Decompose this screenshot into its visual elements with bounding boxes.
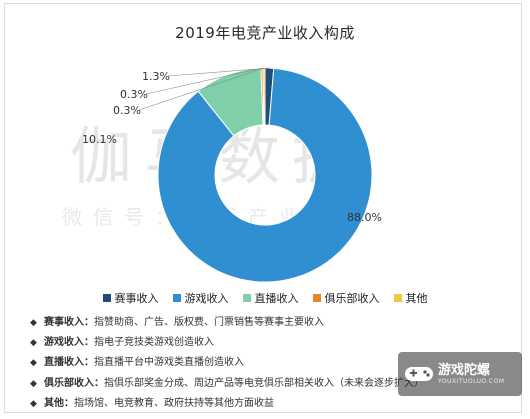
bullet-icon: ◆ [30,318,37,328]
legend-swatch [393,294,402,302]
note-item-2: ◆ 游戏收入：指电子竞技类游戏创造收入 [30,333,490,353]
note-key: 游戏收入： [44,337,94,349]
note-key: 俱乐部收入： [44,377,104,389]
corner-logo: 游戏陀螺 YOUXITUOLUO.COM [398,352,522,396]
data-label-4: 0.3% [120,88,148,101]
note-key: 直播收入： [44,357,94,369]
note-item-3: ◆ 直播收入：指直播平台中游戏类直播创造收入 [30,353,490,373]
note-text: 指场馆、电竞教育、政府扶持等其他方面收益 [74,397,274,409]
note-text: 指俱乐部奖金分成、周边产品等电竞俱乐部相关收入（未来会逐步扩大） [104,377,424,389]
bullet-icon: ◆ [30,398,37,409]
legend-item-3: 直播收入 [242,290,299,306]
note-text: 指电子竞技类游戏创造收入 [94,337,214,349]
legend-swatch [242,294,251,302]
data-label-5: 0.3% [113,104,141,117]
note-item-5: ◆ 其他：指场馆、电竞教育、政府扶持等其他方面收益 [30,394,490,414]
legend-swatch [312,294,321,302]
bullet-icon: ◆ [30,358,37,369]
leader-line-5 [138,67,265,111]
note-text: 指直播平台中游戏类直播创造收入 [94,357,244,369]
legend-item-5: 其他 [393,290,428,306]
chart-legend: 赛事收入 游戏收入 直播收入 俱乐部收入 其他 [0,290,530,306]
legend-label: 直播收入 [254,292,299,305]
data-label-2: 88.0% [347,211,382,224]
note-key: 其他： [44,397,74,409]
note-text: 指赞助商、广告、版权费、门票销售等赛事主要收入 [94,317,324,328]
note-item-4: ◆ 俱乐部收入：指俱乐部奖金分成、周边产品等电竞俱乐部相关收入（未来会逐步扩大） [30,374,490,394]
note-key: 赛事收入： [44,317,94,328]
legend-label: 俱乐部收入 [324,292,380,305]
logo-name: 游戏陀螺 [438,363,491,378]
game-controller-icon [405,367,433,381]
note-item-1: ◆ 赛事收入：指赞助商、广告、版权费、门票销售等赛事主要收入 [30,313,490,333]
bullet-icon: ◆ [30,378,37,389]
leader-line-1 [167,67,270,77]
legend-item-1: 赛事收入 [102,290,159,306]
legend-item-2: 游戏收入 [172,290,229,306]
notes-list: ◆ 赛事收入：指赞助商、广告、版权费、门票销售等赛事主要收入 ◆ 游戏收入：指电子竞技… [30,313,490,414]
legend-item-4: 俱乐部收入 [312,290,380,306]
legend-swatch [102,294,111,302]
bullet-icon: ◆ [30,338,37,349]
legend-swatch [172,294,181,302]
legend-label: 游戏收入 [184,292,229,305]
legend-label: 其他 [405,292,428,305]
data-label-3: 10.1% [82,133,117,146]
chart-title: 2019年电竞产业收入构成 [175,24,355,42]
legend-label: 赛事收入 [114,292,159,305]
slice-2 [157,67,373,283]
logo-url: YOUXITUOLUO.COM [438,378,505,385]
leader-line-4 [145,67,263,95]
data-label-1: 1.3% [142,70,170,83]
